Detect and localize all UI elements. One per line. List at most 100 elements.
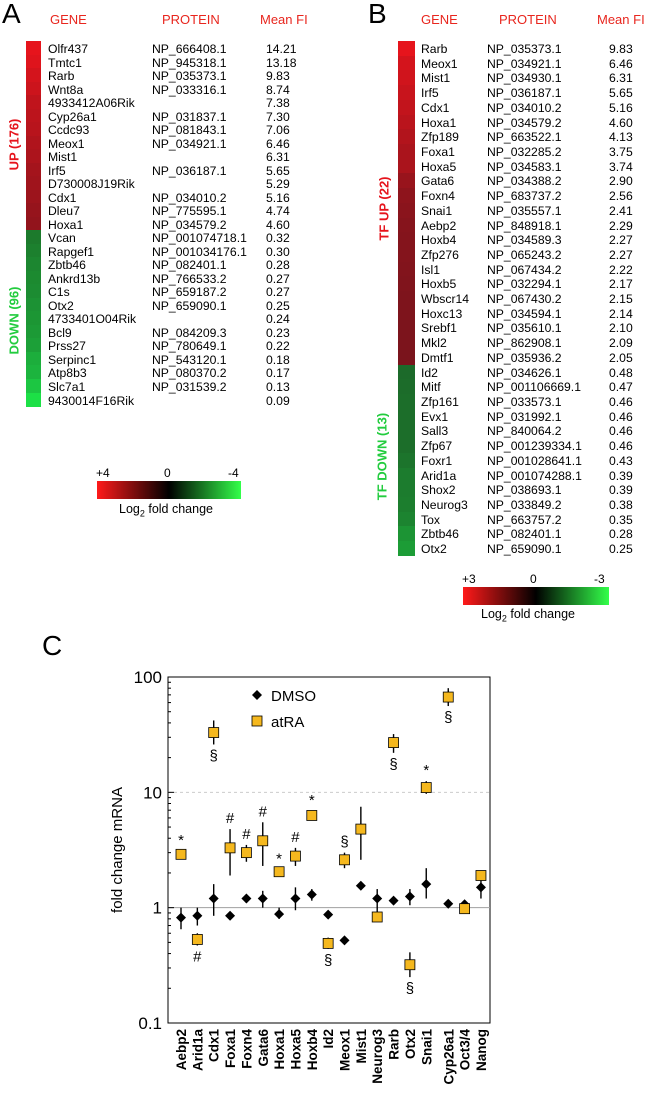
table-row: Olfr437 NP_666408.1 14.21 (48, 42, 297, 56)
heatmap-cell (398, 379, 415, 395)
value-cell: 2.41 (609, 203, 633, 218)
heatmap-cell (398, 70, 415, 86)
panel-a-letter: A (2, 0, 21, 29)
heatmap-cell (26, 284, 41, 299)
heatmap-cell (26, 270, 41, 285)
value-cell: 0.46 (609, 395, 633, 410)
dmso-point (176, 912, 186, 923)
protein-cell: NP_034579.2 (152, 217, 227, 232)
atra-point (355, 823, 367, 835)
table-row: Neurog3 NP_033849.2 0.38 (421, 498, 649, 513)
protein-cell: NP_543120.1 (152, 352, 227, 367)
heatmap-cell (398, 232, 415, 248)
protein-cell: NP_034010.2 (487, 100, 562, 115)
protein-cell: NP_082401.1 (152, 258, 227, 273)
value-cell: 0.28 (266, 258, 290, 273)
value-cell: 2.27 (609, 233, 633, 248)
x-category-label: Snai1 (419, 1029, 434, 1066)
protein-cell: NP_033849.2 (487, 498, 562, 512)
gene-cell: Neurog3 (421, 498, 468, 512)
table-row: Cdx1 NP_034010.2 5.16 (48, 191, 290, 205)
legend-atra-label: atRA (271, 714, 304, 731)
table-row: Slc7a1 NP_031539.2 0.13 (48, 380, 290, 394)
atra-point (273, 866, 285, 878)
value-cell: 0.43 (609, 453, 633, 468)
dmso-point (404, 891, 415, 902)
heatmap-cell (26, 257, 41, 272)
gene-cell: Otx2 (421, 542, 447, 557)
gene-cell: Hoxa1 (48, 217, 84, 232)
panel-b-letter: B (368, 0, 387, 29)
gene-cell: Srebf1 (421, 321, 457, 336)
value-cell: 2.10 (609, 321, 633, 336)
table-row: Zbtb46 NP_082401.1 0.28 (421, 527, 649, 542)
heatmap-cell (398, 217, 415, 233)
gene-cell: Isl1 (421, 262, 440, 277)
heatmap-cell (398, 526, 415, 542)
y-axis-label: fold change mRNA (109, 787, 126, 913)
atra-point (339, 854, 350, 866)
value-cell: 0.39 (609, 468, 633, 483)
value-cell: 5.16 (609, 100, 633, 115)
protein-cell: NP_031992.1 (487, 409, 562, 424)
heatmap-cell (26, 95, 41, 110)
protein-cell: NP_035610.1 (487, 321, 562, 336)
protein-cell: NP_683737.2 (487, 189, 562, 204)
significance-marker: § (210, 747, 218, 764)
heatmap-cell (398, 55, 415, 71)
legend-dmso-marker (252, 690, 262, 700)
value-cell: 0.46 (609, 424, 633, 439)
gene-cell: Tmtc1 (48, 55, 82, 70)
gene-cell: Bcl9 (48, 325, 72, 340)
protein-cell: NP_036187.1 (487, 86, 562, 101)
protein-cell: NP_034388.2 (487, 174, 562, 189)
atra-point (442, 691, 454, 703)
gene-cell: Ankrd13b (48, 271, 101, 286)
table-row: Hoxb4 NP_034589.3 2.27 (421, 233, 649, 248)
protein-cell: NP_084209.3 (152, 325, 227, 340)
value-cell: 4.60 (609, 115, 633, 130)
colorbar-a-label: Log2 fold change (119, 502, 213, 519)
protein-cell: NP_001239334.1 (487, 439, 582, 454)
protein-cell: NP_035557.1 (487, 203, 562, 218)
protein-cell: NP_038693.1 (487, 483, 562, 498)
significance-marker: § (340, 834, 348, 851)
value-cell: 3.74 (609, 159, 633, 174)
gene-cell: 4733401O04Rik (48, 312, 137, 327)
value-cell: 0.22 (266, 339, 290, 354)
x-category-label: Hoxa1 (272, 1029, 287, 1070)
value-cell: 7.30 (266, 109, 290, 124)
table-row: Sall3 NP_840064.2 0.46 (421, 424, 649, 439)
gene-cell: Hoxa5 (421, 159, 457, 174)
table-row: Tox NP_663757.2 0.35 (421, 513, 649, 528)
table-row: 4733401O04Rik 0.24 (48, 312, 290, 327)
protein-cell: NP_033573.1 (487, 395, 562, 410)
value-cell: 0.38 (609, 498, 633, 512)
table-row: Vcan NP_001074718.1 0.32 (48, 231, 290, 245)
value-cell: 0.09 (266, 393, 290, 408)
table-row: Ccdc93 NP_081843.1 7.06 (48, 123, 290, 137)
table-a-value-header: Mean FI (260, 12, 308, 27)
heatmap-cell (26, 203, 41, 218)
dmso-point (475, 882, 486, 893)
value-cell: 0.39 (609, 483, 633, 498)
protein-cell: NP_031837.1 (152, 109, 227, 124)
table-row: Bcl9 NP_084209.3 0.23 (48, 325, 290, 340)
protein-cell: NP_065243.2 (487, 247, 562, 262)
x-category-label: Aebp2 (174, 1029, 189, 1070)
protein-cell: NP_067430.2 (487, 292, 562, 307)
heatmap-cell (26, 189, 41, 204)
heatmap-cell (26, 149, 41, 164)
value-cell: 2.27 (609, 247, 633, 262)
table-row: Zfp276 NP_065243.2 2.27 (421, 248, 649, 263)
protein-cell: NP_032285.2 (487, 144, 562, 159)
gene-cell: D730008J19Rik (48, 177, 135, 192)
heatmap-cell (398, 41, 415, 57)
value-cell: 7.38 (266, 96, 290, 111)
gene-cell: Atp8b3 (48, 366, 87, 381)
gene-cell: Mitf (421, 380, 441, 395)
heatmap-cell (398, 423, 415, 439)
gene-cell: Otx2 (48, 298, 74, 313)
table-row: Arid1a NP_001074288.1 0.39 (421, 469, 649, 484)
y-tick-label: 1 (153, 899, 162, 918)
